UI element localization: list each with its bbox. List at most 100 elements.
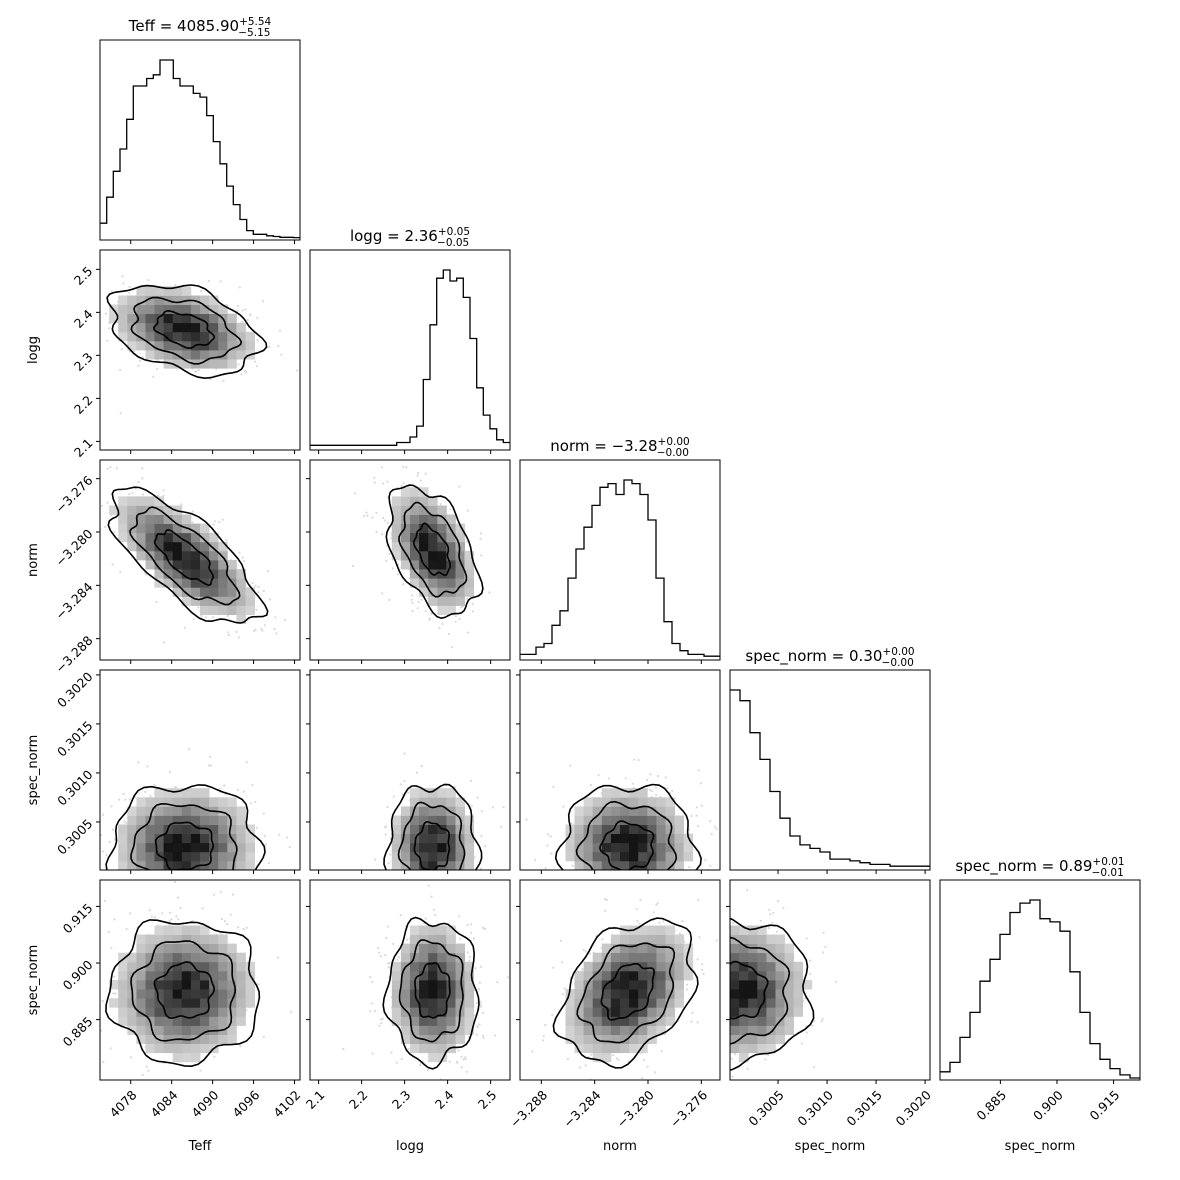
sample-point <box>381 533 384 536</box>
density-cell <box>592 961 603 972</box>
sample-point <box>373 858 377 861</box>
sample-point <box>373 1087 375 1089</box>
density-cell <box>428 980 438 990</box>
sample-point <box>278 329 282 332</box>
density-cell <box>172 1007 183 1017</box>
sample-point <box>627 899 629 901</box>
sample-point <box>525 818 528 821</box>
sample-point <box>155 912 157 914</box>
density-cell <box>656 952 666 963</box>
density-cell <box>647 1007 657 1017</box>
density-cell <box>437 833 447 844</box>
sample-point <box>273 628 276 631</box>
density-cell <box>757 952 767 963</box>
sample-point <box>175 915 178 918</box>
density-cell <box>181 1016 192 1026</box>
hist-panel-norm: norm = −3.28+0.00 −0.00 <box>519 436 721 661</box>
sample-point <box>426 870 428 872</box>
density-cell <box>136 295 146 305</box>
density-cell <box>683 943 694 954</box>
density-cell <box>136 514 146 524</box>
density-cell <box>163 842 174 853</box>
density-cell <box>163 523 174 534</box>
density-cell <box>428 1016 438 1026</box>
sample-point <box>617 1058 620 1061</box>
sample-point <box>723 958 725 960</box>
density-cell <box>748 1034 758 1044</box>
density-cell <box>245 961 255 972</box>
sample-point <box>424 610 427 613</box>
density-cell <box>200 331 210 342</box>
density-cell <box>218 980 228 990</box>
sample-point <box>410 594 414 597</box>
density-cell <box>455 523 465 534</box>
density-cell <box>145 322 155 333</box>
contour-level <box>575 800 678 870</box>
sample-point <box>218 520 221 524</box>
sample-point <box>688 1033 690 1035</box>
sample-point <box>731 1075 734 1078</box>
density-cell <box>674 842 684 853</box>
density-cell <box>400 1007 411 1017</box>
density-cell <box>172 842 183 853</box>
density-cell <box>647 806 657 816</box>
density-cell <box>748 952 758 963</box>
density-cell <box>400 970 411 981</box>
sample-point <box>369 976 372 979</box>
sample-point <box>386 480 389 483</box>
density-cell <box>757 1016 767 1026</box>
sample-point <box>90 520 92 522</box>
density-cell <box>610 1034 621 1044</box>
density-cell <box>455 587 465 597</box>
sample-point <box>423 894 425 896</box>
sample-point <box>371 1052 374 1055</box>
density-cell <box>610 952 621 963</box>
density-cell <box>464 1025 474 1035</box>
density-cell <box>400 851 411 862</box>
density-cell <box>218 1034 228 1044</box>
density-cell <box>437 851 447 862</box>
sample-point <box>439 503 442 506</box>
density-cell <box>620 815 630 825</box>
sample-point <box>153 916 157 919</box>
density-cell <box>190 980 201 990</box>
density-cell <box>656 980 666 990</box>
sample-point <box>263 834 266 837</box>
density-cell <box>209 970 219 981</box>
contour-level <box>412 522 452 577</box>
density-cell <box>638 934 648 944</box>
density-cell <box>145 797 155 807</box>
sample-point <box>119 920 121 922</box>
sample-point <box>444 888 446 890</box>
sample-point <box>418 881 420 883</box>
density-cell <box>190 797 201 807</box>
density-cell <box>437 797 447 807</box>
sample-point <box>597 774 600 777</box>
sample-point <box>515 903 517 905</box>
density-cell <box>437 934 447 944</box>
density-cell <box>766 980 776 990</box>
density-cell <box>428 1007 438 1017</box>
sample-point <box>399 914 402 917</box>
sample-point <box>212 893 215 896</box>
sample-point <box>715 827 718 831</box>
sample-point <box>614 896 616 898</box>
density-cell <box>118 523 128 534</box>
scatter-panel-spec_norm-norm <box>515 669 721 905</box>
density-cell <box>629 934 639 944</box>
sample-point <box>688 1018 690 1020</box>
density-cell <box>410 1025 420 1035</box>
sample-point <box>187 748 191 751</box>
density-cell <box>136 815 146 825</box>
sample-point <box>644 874 646 876</box>
sample-point <box>660 1050 663 1053</box>
sample-point <box>208 755 212 759</box>
sample-point <box>663 891 665 893</box>
sample-point <box>615 889 617 891</box>
contour-level <box>153 529 214 586</box>
density-cell <box>784 961 794 972</box>
density-cell <box>218 550 228 561</box>
contour-level <box>106 284 268 380</box>
density-cell <box>200 989 210 999</box>
